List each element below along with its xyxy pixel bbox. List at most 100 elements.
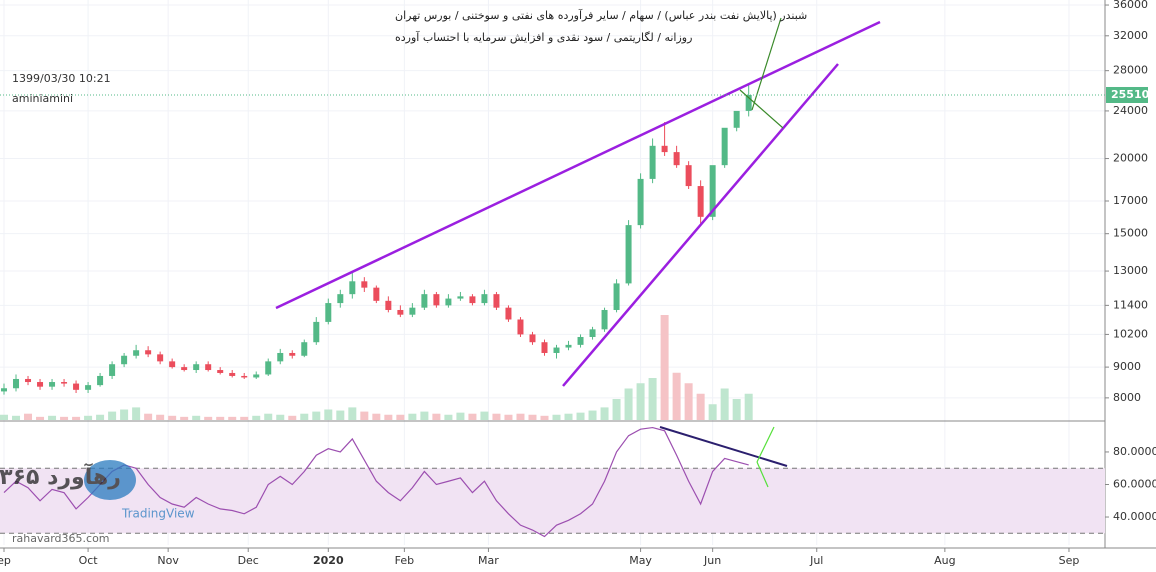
volume-bar (288, 415, 297, 420)
candle-body (289, 352, 296, 356)
candle-body (277, 352, 284, 362)
volume-bar (444, 414, 453, 420)
candle-body (121, 355, 128, 365)
candle-body (541, 342, 548, 353)
volume-bar (24, 413, 33, 420)
candle-body (109, 364, 116, 376)
candle-body (589, 329, 596, 337)
candle-body (1, 388, 8, 392)
candle-body (313, 321, 320, 343)
candle-body (517, 319, 524, 335)
rsi-trendline (659, 426, 788, 467)
x-tick-label: Feb (395, 554, 414, 567)
candle-body (505, 307, 512, 320)
candle-body (397, 309, 404, 315)
candle-body (49, 382, 56, 387)
candle-body (493, 294, 500, 308)
rsi-pane (0, 426, 1105, 538)
x-tick-label: Nov (157, 554, 179, 567)
volume-bar (324, 409, 333, 420)
y-tick-label: 36000 (1113, 0, 1148, 11)
y-tick-label: 28000 (1113, 64, 1148, 77)
candle-body (241, 375, 248, 378)
volume-bar (60, 416, 69, 420)
volume-bar (372, 413, 381, 420)
volume-bar (312, 411, 321, 420)
candle-body (421, 294, 428, 308)
drawing-line (756, 461, 769, 488)
candle-body (709, 165, 716, 217)
candle-body (97, 375, 104, 386)
candle-body (673, 152, 680, 166)
y-tick-label: 10200 (1113, 327, 1148, 340)
y-tick-label: 13000 (1113, 264, 1148, 277)
volume-bar (540, 415, 549, 420)
candle-body (145, 350, 152, 355)
volume-bar (120, 409, 129, 420)
volume-bar (276, 414, 285, 420)
watermark-url: rahavard365.com (12, 532, 110, 545)
volume-bar (612, 399, 621, 420)
candle-body (409, 307, 416, 315)
volume-bar (96, 414, 105, 420)
candle-body (325, 303, 332, 322)
volume-bar (624, 388, 633, 420)
volume-bar (0, 414, 9, 420)
y-tick-label: 17000 (1113, 194, 1148, 207)
y-tick-label: 32000 (1113, 29, 1148, 42)
volume-bar (684, 383, 693, 420)
volume-bar (264, 413, 273, 420)
volume-bar (504, 414, 513, 420)
x-tick-label: Jul (809, 554, 823, 567)
username: aminiamini (12, 92, 73, 105)
candle-body (181, 367, 188, 371)
candle-body (685, 165, 692, 187)
symbol-title: شبندر (پالایش نفت بندر عباس) / سهام / سا… (395, 8, 807, 22)
volume-bar (480, 411, 489, 420)
volume-bar (216, 416, 225, 420)
trendline-upper (275, 20, 881, 310)
watermark-logo (84, 460, 136, 500)
candle-body (529, 334, 536, 343)
volume-bar (672, 372, 681, 420)
candle-body (349, 281, 356, 295)
candle-body (445, 298, 452, 306)
volume-bar (468, 413, 477, 420)
candle-body (565, 344, 572, 348)
x-tick-label: Sep (1059, 554, 1080, 567)
datetime: 1399/03/30 10:21 (12, 72, 111, 85)
candle-body (169, 361, 176, 368)
volume-bar (600, 407, 609, 420)
volume-bar (132, 407, 141, 420)
volume-bar (204, 416, 213, 420)
candle-body (337, 294, 344, 304)
watermark-credit: TradingView (121, 507, 195, 521)
volume-bar (564, 413, 573, 420)
volume-bar (708, 404, 717, 420)
volume (0, 315, 753, 420)
last-price-label: 25510 (1111, 88, 1150, 101)
y-tick-label: 24000 (1113, 104, 1148, 117)
candle-body (157, 354, 164, 362)
volume-bar (360, 411, 369, 420)
volume-bar (492, 413, 501, 420)
candle-body (193, 364, 200, 371)
volume-bar (528, 414, 537, 420)
volume-bar (252, 415, 261, 420)
candle-body (601, 309, 608, 330)
volume-bar (72, 416, 81, 420)
candle-body (229, 372, 236, 376)
y-tick-label: 9000 (1113, 360, 1141, 373)
volume-bar (192, 415, 201, 420)
drawing-line (756, 426, 775, 463)
volume-bar (228, 416, 237, 420)
x-tick-label: Oct (79, 554, 99, 567)
candle-body (457, 296, 464, 299)
candle-body (73, 383, 80, 390)
volume-bar (420, 411, 429, 420)
candle-body (85, 385, 92, 390)
volume-bar (348, 407, 357, 420)
volume-bar (300, 413, 309, 420)
x-tick-label: May (629, 554, 652, 567)
